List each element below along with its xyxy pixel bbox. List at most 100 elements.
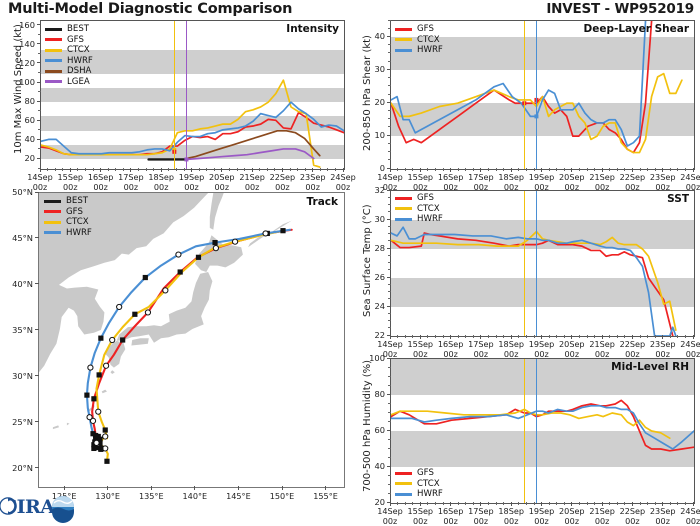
x-tick [662,335,664,339]
x-minor-tick [685,168,686,171]
panel-title-track: Track [306,196,338,208]
series-line-hwrf [391,226,677,336]
track-point-filled [90,431,96,437]
lon-tick [107,486,109,490]
y-tick [36,100,41,102]
x-tick-label: 16Sep 00z [87,172,114,192]
y-axis-title-shear: 200-850 hPa Shear (kt) [362,35,373,152]
track-point-filled [91,396,97,402]
plot-area-sst [390,190,695,337]
x-tick-label: 23Sep 00z [649,339,676,359]
y-minor-tick [388,384,391,386]
y-minor-tick [388,438,391,440]
y-axis-title-rh: 700-500 hPa Humidity (%) [362,360,373,493]
lon-tick [325,486,327,490]
x-tick [251,168,253,172]
track-point-open [262,230,269,237]
series-layer-sst [391,226,677,336]
series-line-gfs [391,399,694,452]
y-minor-tick [388,456,391,458]
lat-tick [34,375,39,377]
x-tick-label: 19Sep 00z [178,172,205,192]
y-minor-tick [388,44,391,46]
y-minor-tick [38,129,41,131]
y-minor-tick [388,52,391,54]
x-minor-tick [244,168,246,171]
track-line-ctcx [95,229,285,463]
x-minor-tick [677,335,679,338]
y-tick-label: 22 [374,330,385,340]
x-tick [419,335,421,339]
y-minor-tick [388,262,391,263]
plot-area-rh [390,358,695,504]
x-tick-label: 15Sep 00z [407,339,434,359]
x-tick [39,168,41,172]
lon-tick-label: 130°E [95,491,120,501]
x-tick-label: 18Sep 00z [498,172,524,192]
legend-swatch-lgea [45,80,62,84]
y-tick [386,68,391,70]
x-tick-label: 23Sep 00z [649,506,676,526]
legend-swatch-ctcx [395,38,412,42]
x-minor-tick [442,168,444,171]
x-tick-label: 16Sep 00z [437,339,464,359]
plot-area-intensity [40,20,345,170]
x-minor-tick [297,168,299,171]
map-plot-area [38,192,345,488]
x-tick-label: 14Sep 00z [377,506,403,526]
legend-swatch-hwrf [45,59,62,63]
lon-tick [237,486,239,490]
x-tick-label: 15Sep 00z [407,172,434,192]
y-tick-label: 20 [24,153,35,164]
legend-item-best: BEST [45,24,93,35]
legend-label: GFS [417,193,434,204]
x-tick-label: 21Sep 00z [589,506,615,526]
y-minor-tick [38,110,41,112]
track-point-filled [93,444,100,451]
legend-swatch-hwrf [395,492,412,496]
track-point-open [116,303,123,311]
x-minor-tick [647,335,649,338]
legend-label: CTCX [66,217,89,228]
x-tick [419,168,421,172]
legend-item-hwrf: HWRF [395,214,443,225]
y-tick [36,157,41,159]
lon-tick [194,486,196,490]
lon-tick-label: 155°E [313,491,338,501]
y-tick [386,134,391,136]
landmass-asia [39,193,209,373]
y-tick [386,189,391,191]
y-tick [386,501,391,503]
track-point-filled [104,458,110,464]
x-tick [692,335,694,339]
y-minor-tick [388,93,391,95]
init-time-marker-ctcx [523,21,526,169]
x-minor-tick [465,168,467,171]
x-minor-tick [654,335,656,338]
x-minor-tick [115,168,117,171]
landmass-shikoku [131,338,149,346]
y-tick-label: 100 [19,77,35,88]
y-tick-label: 100 [369,353,385,363]
landmass-miyako [66,422,70,426]
y-tick [386,218,391,220]
landmass-sakhalin [209,193,224,230]
init-time-marker-hwrf [535,191,538,336]
track-point-open [175,251,182,258]
lat-tick-label: 45°N [12,232,33,243]
y-minor-tick [388,151,391,153]
lat-tick-label: 20°N [12,462,33,473]
x-minor-tick [647,168,649,171]
x-minor-tick [435,335,436,338]
y-minor-tick [388,366,391,368]
x-minor-tick [616,168,618,171]
x-minor-tick [138,168,139,171]
series-line-hwrf [41,101,344,155]
x-minor-tick [677,168,679,171]
x-minor-tick [548,168,550,171]
series-line-hwrf [391,404,694,450]
y-minor-tick [388,85,391,87]
